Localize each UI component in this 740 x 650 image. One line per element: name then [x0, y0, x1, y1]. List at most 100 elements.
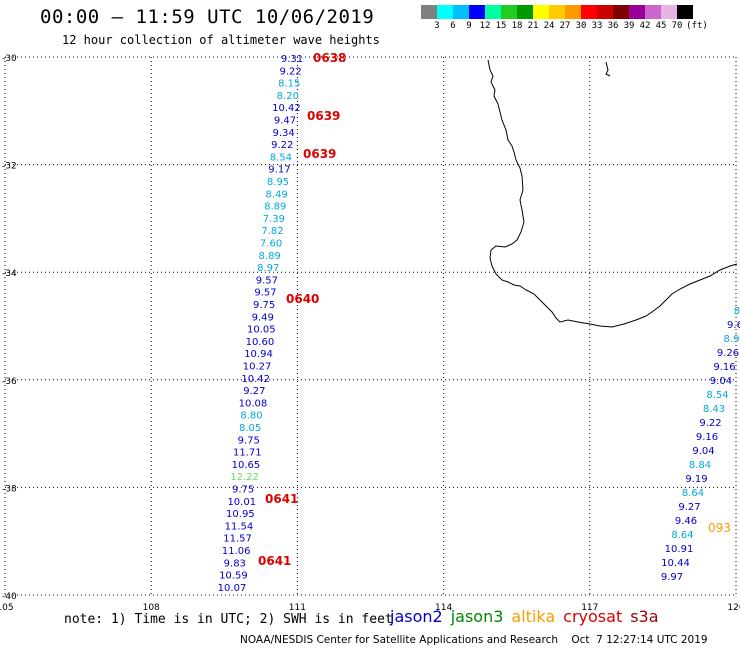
scale-label: 3	[434, 21, 440, 31]
legend-satellite-jason2: jason2	[390, 607, 443, 626]
color-scale-labels: 3 6 9 12 15 18 21 24 27 30 33 36 39 42 45 70 (ft)	[421, 21, 740, 33]
scale-label: 42	[639, 21, 651, 31]
legend-satellite-jason3: jason3	[450, 607, 504, 626]
wave-height-reading: 9.49	[252, 312, 274, 323]
wave-height-reading: 9.47	[274, 116, 296, 127]
scale-label: (ft)	[686, 21, 708, 31]
wave-height-reading: 10.60	[246, 337, 275, 348]
wave-height-reading: 8.64	[671, 530, 693, 541]
scale-label: 12	[479, 21, 491, 31]
wave-height-reading: 10.08	[239, 398, 268, 409]
wave-height-reading: 10.95	[226, 509, 255, 520]
lon-tick-label: 117	[581, 603, 598, 613]
scale-label: 70	[671, 21, 683, 31]
pass-time-label: 093	[708, 521, 731, 535]
coastline-islet	[605, 61, 611, 77]
legend-satellite-cryosat: cryosat	[563, 607, 623, 626]
scale-swatch	[533, 5, 549, 19]
lon-tick-label: 105	[0, 603, 14, 613]
wave-height-reading: 8.95	[267, 177, 289, 188]
wave-height-reading: 11.57	[223, 534, 252, 545]
scale-swatch	[453, 5, 469, 19]
pass-time-label: 0639	[307, 109, 340, 123]
wave-height-reading: 10.94	[244, 349, 273, 360]
wave-height-reading: 8.54	[270, 152, 292, 163]
page-subtitle: 12 hour collection of altimeter wave hei…	[62, 33, 380, 47]
wave-height-reading: 7.39	[263, 214, 285, 225]
lon-tick-label: 108	[143, 603, 160, 613]
wave-height-reading: 10.01	[227, 497, 256, 508]
scale-label: 21	[527, 21, 539, 31]
wave-height-reading: 10.07	[218, 583, 247, 594]
lon-tick-label: 111	[289, 603, 306, 613]
wave-height-reading: 8.80	[240, 411, 262, 422]
axis-labels: -30 -32 -34 -36 -38 -40105 108 111 114 117 120	[0, 54, 740, 613]
wave-height-reading: 8.9	[724, 334, 740, 345]
scale-label: 24	[543, 21, 555, 31]
pass-time-label: 0639	[303, 147, 336, 161]
wave-height-reading: 7.82	[261, 226, 283, 237]
wave-height-reading: 9.57	[254, 288, 276, 299]
scale-swatch	[613, 5, 629, 19]
scale-label: 30	[575, 21, 587, 31]
wave-height-reading: 9.19	[685, 474, 707, 485]
wave-height-reading: 8.20	[277, 91, 299, 102]
wave-height-reading: 9.04	[710, 376, 732, 387]
scale-label: 6	[450, 21, 456, 31]
wave-height-reading: 8.89	[259, 251, 281, 262]
wave-height-reading: 8.43	[703, 404, 725, 415]
scale-swatch	[645, 5, 661, 19]
wave-height-reading: 10.42	[241, 374, 270, 385]
wave-height-reading: 8.64	[682, 488, 704, 499]
scale-swatch	[581, 5, 597, 19]
scale-swatch	[549, 5, 565, 19]
lat-tick-label: -40	[2, 592, 17, 602]
scale-swatch	[661, 5, 677, 19]
track-west: 9.319.228.158.2010.429.479.349.228.549.1…	[218, 51, 347, 594]
wave-height-reading: 9.34	[272, 128, 294, 139]
pass-time-label: 0641	[265, 492, 298, 506]
wave-height-reading: 9.75	[253, 300, 275, 311]
wave-height-reading: 9.57	[256, 275, 278, 286]
pass-time-label: 0640	[286, 292, 319, 306]
scale-swatch	[597, 5, 613, 19]
page-title: 00:00 – 11:59 UTC 10/06/2019	[40, 6, 375, 28]
scale-label: 18	[511, 21, 523, 31]
scale-label: 27	[559, 21, 571, 31]
scale-swatch	[517, 5, 533, 19]
wave-height-reading: 9.22	[279, 66, 301, 77]
wave-height-reading: 12.22	[230, 472, 259, 483]
legend-note: note: 1) Time is in UTC; 2) SWH is in fe…	[64, 612, 393, 627]
scale-swatch	[437, 5, 453, 19]
pass-time-label: 0638	[313, 51, 346, 65]
wave-height-reading: 8.97	[257, 263, 279, 274]
lat-tick-label: -30	[2, 54, 17, 64]
wave-height-reading: 10.91	[665, 544, 694, 555]
footer-credit: NOAA/NESDIS Center for Satellite Applica…	[240, 634, 708, 646]
graticule	[4, 56, 737, 596]
wave-height-reading: 9.17	[268, 165, 290, 176]
wave-height-reading: 9.22	[271, 140, 293, 151]
wave-height-reading: 9.31	[281, 54, 303, 65]
wave-height-reading: 9.16	[696, 432, 718, 443]
lat-tick-label: -34	[2, 269, 17, 279]
wave-height-reading: 9.04	[692, 446, 714, 457]
wave-height-reading: 10.65	[232, 460, 261, 471]
color-scale-bar	[421, 5, 693, 19]
lon-tick-label: 120	[727, 603, 740, 613]
wave-height-reading: 10.05	[247, 325, 276, 336]
wave-height-reading: 7.60	[260, 239, 282, 250]
coastline-west-australia	[487, 59, 738, 328]
pass-time-label: 0641	[258, 554, 291, 568]
wave-height-reading: 8.	[734, 306, 740, 317]
wave-height-reading: 9.46	[675, 516, 697, 527]
scale-swatch	[677, 5, 693, 19]
wave-height-reading: 8.15	[278, 79, 300, 90]
satellite-legend: jason2 jason3 altika cryosat s3a	[390, 607, 667, 626]
wave-height-reading: 8.89	[264, 202, 286, 213]
wave-height-reading: 8.49	[266, 189, 288, 200]
wave-height-reading: 9.75	[232, 485, 254, 496]
scale-swatch	[501, 5, 517, 19]
scale-swatch	[565, 5, 581, 19]
